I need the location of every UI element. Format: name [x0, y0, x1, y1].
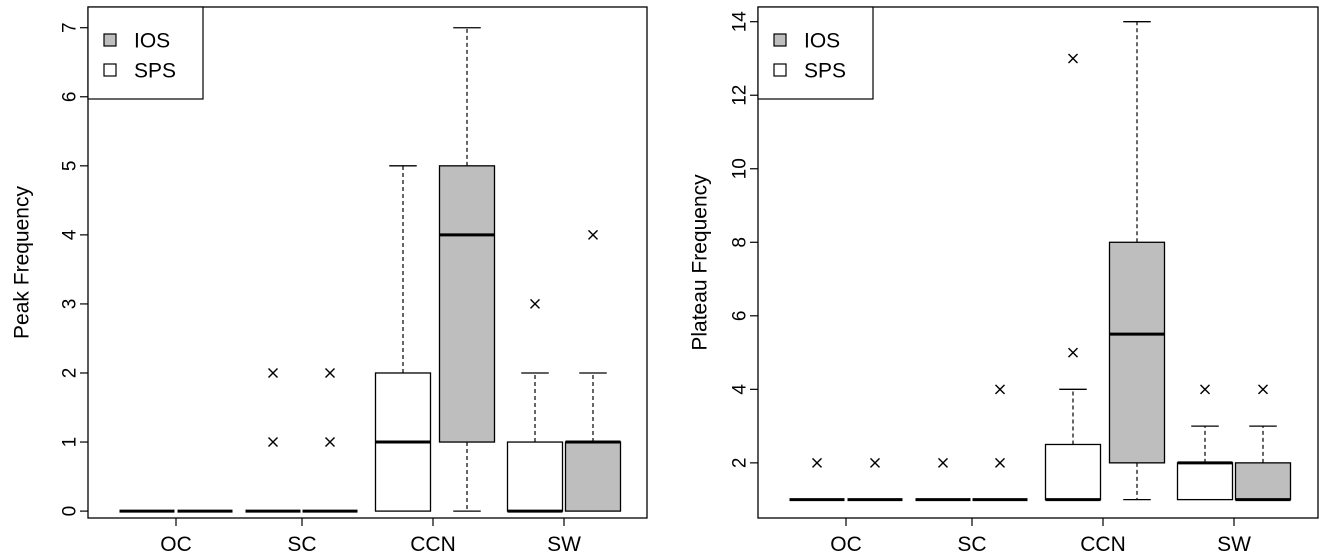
box-ios-sw	[1234, 384, 1292, 502]
y-tick-label: 10	[730, 158, 751, 179]
outlier-point	[870, 457, 880, 468]
box-ios-ccn	[438, 27, 496, 512]
box-body	[438, 165, 496, 443]
y-tick-label: 5	[60, 161, 81, 172]
outlier-point	[268, 367, 278, 378]
outlier-point	[812, 457, 822, 468]
y-tick-label: 12	[730, 85, 751, 106]
legend-swatch-ios	[773, 33, 787, 47]
box-body	[506, 441, 564, 512]
legend-label-ios: IOS	[134, 30, 170, 53]
box-sps-sw	[506, 298, 564, 513]
y-tick-label: 0	[60, 506, 81, 517]
plot-frame	[87, 6, 648, 519]
box-ios-sc	[972, 384, 1028, 502]
plot-frame	[757, 6, 1319, 519]
y-axis-title: Peak Frequency	[11, 186, 34, 339]
box-sps-sc	[245, 367, 301, 513]
x-tick-label-ccn: CCN	[410, 533, 456, 556]
x-axis: OC SC CCN SW	[160, 518, 581, 556]
y-tick-label: 4	[60, 229, 81, 240]
outlier-point	[325, 367, 335, 378]
x-tick-label-sw: SW	[1217, 533, 1251, 556]
y-tick-label: 6	[730, 311, 751, 322]
x-tick-label-sc: SC	[287, 533, 316, 556]
y-tick-label: 14	[730, 11, 751, 33]
y-tick-label: 3	[60, 299, 81, 310]
box-ios-oc	[847, 457, 903, 502]
box-ios-sc	[302, 367, 358, 513]
legend-label-ios: IOS	[804, 30, 840, 53]
legend: IOS SPS	[87, 6, 204, 100]
outlier-point	[995, 457, 1005, 468]
outlier-point	[1068, 347, 1078, 358]
legend-label-sps: SPS	[134, 60, 176, 83]
outlier-point	[325, 437, 335, 448]
x-tick-label-sw: SW	[547, 533, 581, 556]
outlier-point	[530, 298, 540, 309]
box-sps-sc	[915, 457, 971, 502]
y-tick-label: 2	[730, 458, 751, 469]
box-sps-ccn	[1044, 53, 1102, 502]
y-axis-title: Plateau Frequency	[689, 174, 712, 351]
box-body	[1044, 443, 1102, 501]
x-tick-label-ccn: CCN	[1080, 533, 1126, 556]
legend-label-sps: SPS	[804, 60, 846, 83]
box-ios-ccn	[1108, 21, 1166, 501]
box-body	[1234, 462, 1292, 501]
chart-panel-1: 0 1 2 3 4 5 6 7 Peak Frequency OC SC CCN SW IOS SPS	[11, 6, 648, 556]
legend-swatch-ios	[103, 33, 117, 47]
box-body	[1176, 462, 1234, 501]
box-ios-sw	[564, 229, 622, 512]
box-sps-sw	[1176, 384, 1234, 501]
box-sps-ccn	[374, 165, 432, 512]
x-tick-label-sc: SC	[957, 533, 986, 556]
y-axis: 2 4 6 8 10 12 14	[730, 11, 758, 469]
legend-box	[757, 6, 874, 100]
x-tick-label-oc: OC	[160, 533, 192, 556]
legend-swatch-sps	[103, 63, 117, 77]
chart-panel-2: 2 4 6 8 10 12 14 Plateau Frequency OC SC CCN SW IOS S…	[689, 6, 1319, 556]
y-tick-label: 1	[60, 437, 81, 448]
legend-swatch-sps	[773, 63, 787, 77]
y-tick-label: 2	[60, 368, 81, 379]
y-tick-label: 4	[730, 384, 751, 395]
y-tick-label: 6	[60, 91, 81, 102]
outlier-point	[938, 457, 948, 468]
box-body	[564, 441, 622, 512]
y-axis: 0 1 2 3 4 5 6 7	[60, 22, 88, 517]
y-tick-label: 8	[730, 237, 751, 248]
box-body	[1108, 241, 1166, 464]
legend: IOS SPS	[757, 6, 874, 100]
outlier-point	[1200, 384, 1210, 395]
outlier-point	[268, 437, 278, 448]
outlier-point	[995, 384, 1005, 395]
outlier-point	[1258, 384, 1268, 395]
y-tick-label: 7	[60, 22, 81, 33]
outlier-point	[1068, 53, 1078, 64]
legend-box	[87, 6, 204, 100]
x-axis: OC SC CCN SW	[830, 518, 1251, 556]
box-sps-oc	[789, 457, 845, 502]
x-tick-label-oc: OC	[830, 533, 862, 556]
outlier-point	[588, 229, 598, 240]
